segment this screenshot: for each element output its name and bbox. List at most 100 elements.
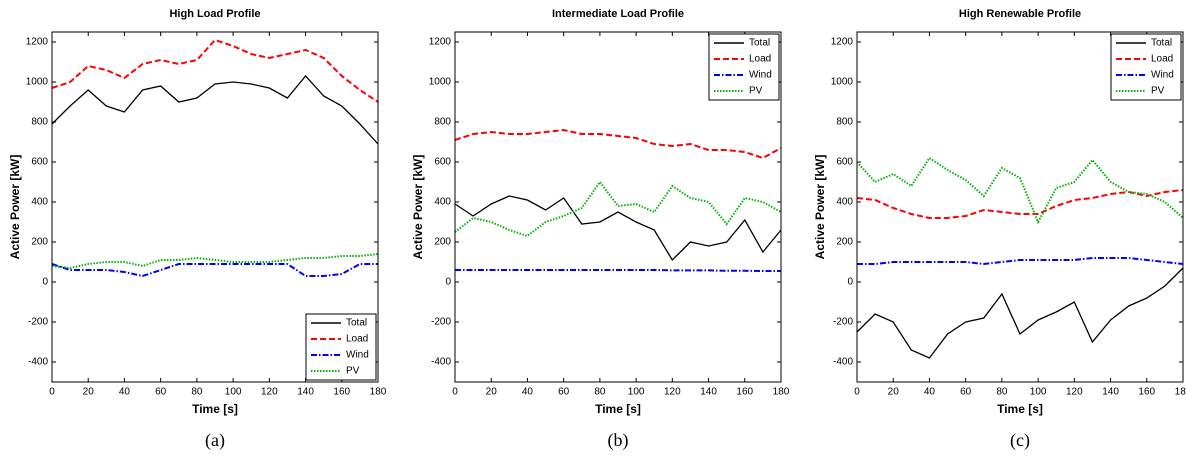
subplot: Intermediate Load Profile Time [s] Active … [411,8,790,451]
y-tick-label: 0 [445,277,451,288]
x-tick-label: 80 [191,387,203,398]
y-tick-label: 1200 [831,37,854,48]
x-tick-label: 80 [996,387,1008,398]
chart-title: High Renewable Profile [959,8,1081,20]
legend-label: Load [749,54,771,65]
y-tick-label: 1000 [26,77,49,88]
x-tick-label: 20 [486,387,498,398]
x-tick-label: 120 [1066,387,1083,398]
y-tick-label: -400 [28,357,48,368]
legend-box [708,33,780,101]
caption: (c) [1010,430,1030,451]
y-tick-label: 400 [434,197,451,208]
x-tick-label: 80 [594,387,606,398]
x-tick-label: 160 [1138,387,1155,398]
series-line [857,257,1184,266]
series-line [51,263,378,278]
y-tick-label: 600 [836,157,853,168]
x-tick-label: 40 [119,387,131,398]
axes-frame [856,31,1184,383]
axes-frame [454,31,782,383]
legend-box [305,313,377,381]
x-tick-label: 120 [664,387,681,398]
x-tick-label: 160 [736,387,753,398]
x-tick-label: 0 [854,387,860,398]
y-tick-label: -200 [28,317,48,328]
subplot: High Renewable Profile Time [s] Active Pow… [813,8,1186,451]
series-line [455,269,781,272]
x-tick-label: 20 [888,387,900,398]
y-axis-label: Active Power [kW] [8,155,22,260]
x-tick-label: 100 [225,387,242,398]
x-tick-label: 140 [297,387,314,398]
x-tick-label: 120 [261,387,278,398]
legend-label: PV [1151,86,1165,97]
series-line [51,253,379,270]
y-axis-label: Active Power [kW] [813,155,827,260]
y-tick-label: 1200 [26,37,49,48]
series-line [51,75,379,145]
legend-label: Wind [346,350,369,361]
x-tick-label: 60 [558,387,570,398]
x-tick-label: 100 [628,387,645,398]
x-tick-label: 160 [333,387,350,398]
x-tick-label: 180 [1175,387,1186,398]
x-tick-label: 180 [773,387,790,398]
y-tick-label: 200 [31,237,48,248]
legend-label: PV [749,86,763,97]
x-tick-label: 140 [700,387,717,398]
y-tick-label: -200 [431,317,451,328]
legend-label: Load [1151,54,1173,65]
y-axis-label: Active Power [kW] [411,155,425,260]
caption: (a) [205,430,225,451]
x-tick-label: 40 [522,387,534,398]
legend-label: Total [346,318,367,329]
y-tick-label: 1000 [429,77,452,88]
series-line [454,128,782,160]
chart-title: High Load Profile [169,8,260,20]
legend-label: Load [346,334,368,345]
y-tick-label: -200 [833,317,853,328]
y-tick-label: 600 [434,157,451,168]
x-axis-label: Time [s] [595,402,641,416]
y-tick-label: 600 [31,157,48,168]
x-tick-label: 60 [960,387,972,398]
series-line [454,180,782,238]
y-tick-label: -400 [833,357,853,368]
legend-label: Total [749,38,770,49]
y-tick-label: 800 [434,117,451,128]
x-tick-label: 0 [49,387,55,398]
y-tick-label: 400 [836,197,853,208]
y-tick-label: 800 [836,117,853,128]
x-tick-label: 180 [370,387,387,398]
x-tick-label: 40 [924,387,936,398]
legend-label: Wind [1151,70,1174,81]
x-tick-label: 0 [452,387,458,398]
x-axis-label: Time [s] [997,402,1043,416]
y-tick-label: 200 [836,237,853,248]
y-tick-label: 1000 [831,77,854,88]
caption: (b) [608,430,629,451]
legend-box [1110,33,1182,101]
chart-title: Intermediate Load Profile [552,8,684,20]
legend-label: PV [346,366,360,377]
x-tick-label: 60 [155,387,167,398]
y-tick-label: 0 [42,277,48,288]
x-axis-label: Time [s] [192,402,238,416]
series-line [856,156,1184,225]
legend-label: Wind [749,70,772,81]
series-line [454,195,782,262]
series-line [856,267,1184,359]
y-tick-label: 0 [847,277,853,288]
axes-frame [51,31,379,383]
y-tick-label: -400 [431,357,451,368]
legend-label: Total [1151,38,1172,49]
x-tick-label: 100 [1030,387,1047,398]
y-tick-label: 800 [31,117,48,128]
y-tick-label: 200 [434,237,451,248]
x-tick-label: 20 [83,387,95,398]
series-line [51,38,379,103]
y-tick-label: 400 [31,197,48,208]
y-tick-label: 1200 [429,37,452,48]
